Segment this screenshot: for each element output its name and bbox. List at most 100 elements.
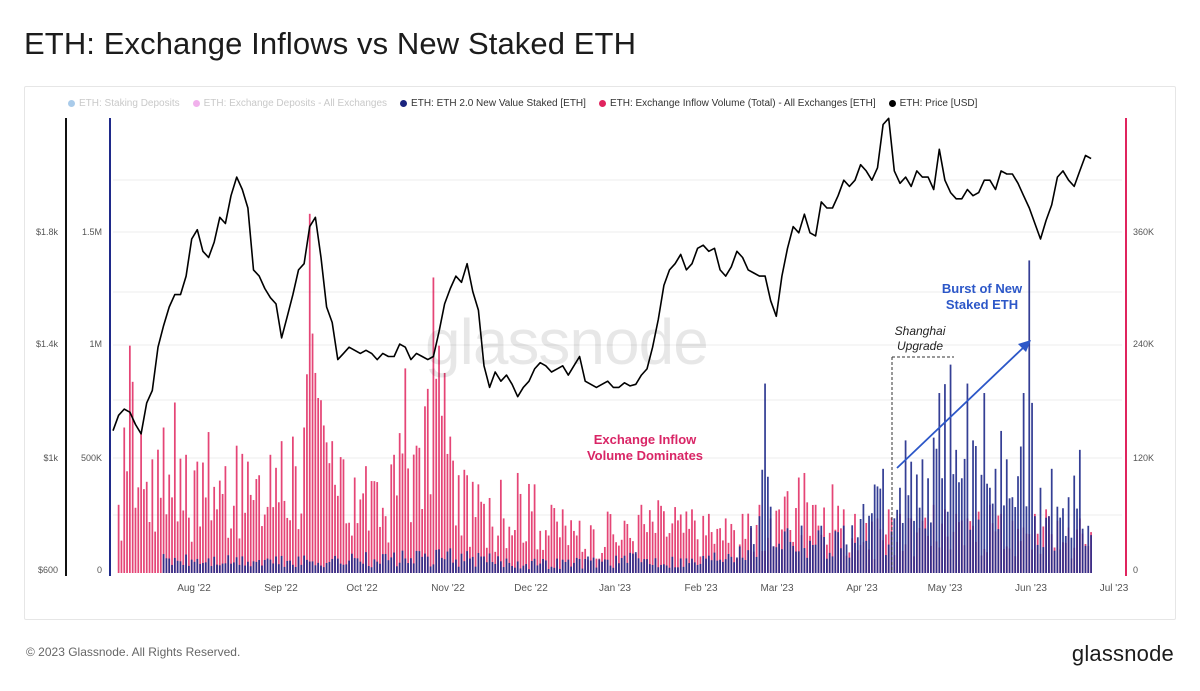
staked-bar (820, 525, 823, 573)
staked-bar (199, 563, 201, 573)
legend-item[interactable]: ETH: Price [USD] (888, 98, 977, 109)
inflow-bar (120, 540, 123, 573)
staked-bar (578, 558, 581, 573)
legend-item[interactable]: ETH: Staking Deposits (68, 98, 180, 109)
staked-bar (870, 513, 873, 573)
inflow-bar (463, 469, 466, 573)
legend-swatch-icon (888, 100, 896, 107)
staked-bar (960, 478, 963, 573)
staked-bar (440, 557, 443, 573)
staked-bar (646, 559, 648, 573)
inflow-bar (755, 524, 758, 573)
staked-bar (162, 554, 165, 573)
staked-bar (511, 566, 513, 573)
legend-item[interactable]: ETH: ETH 2.0 New Value Staked [ETH] (400, 98, 586, 109)
inflow-bar (255, 479, 258, 573)
inflow-bar (646, 532, 648, 573)
staked-bar (584, 559, 587, 573)
staked-bar (485, 562, 488, 573)
x-tick-label: Jan '23 (599, 583, 631, 594)
inflow-bar (885, 534, 887, 573)
staked-bar (615, 555, 617, 573)
staked-bar (499, 561, 502, 573)
staked-bar (955, 449, 958, 573)
inflow-bar (488, 497, 491, 573)
staked-bar (320, 565, 322, 573)
staked-bar (660, 564, 662, 573)
staked-bar (710, 560, 713, 573)
x-tick-label: Oct '22 (346, 583, 378, 594)
x-tick-label: Jun '23 (1015, 583, 1047, 594)
staked-bar (800, 525, 803, 573)
staked-bar (384, 553, 387, 573)
staked-bar (381, 554, 384, 573)
staked-bar (533, 558, 536, 573)
staked-bar (494, 563, 497, 573)
staked-bar (688, 563, 691, 573)
legend-item[interactable]: ETH: Exchange Inflow Volume (Total) - Al… (598, 98, 876, 109)
staked-bar (294, 566, 297, 573)
staked-bar (915, 474, 918, 573)
staked-bar (654, 558, 657, 573)
inflow-bar (733, 530, 736, 573)
annotation-shanghai-upgrade: Shanghai Upgrade (874, 324, 966, 354)
inflow-bar (117, 504, 120, 573)
staked-bar (677, 567, 679, 573)
staked-bar (983, 393, 986, 573)
inflow-bar (373, 481, 376, 573)
inflow-bar (491, 526, 494, 573)
annotation-burst-staked: Burst of New Staked ETH (920, 281, 1044, 313)
staked-bar (339, 563, 342, 573)
legend-swatch-icon (400, 100, 408, 107)
staked-bar (1090, 535, 1092, 573)
staked-bar (648, 564, 651, 573)
shanghai-marker-line (891, 356, 954, 573)
inflow-bar (238, 538, 241, 573)
staked-bar (651, 564, 654, 573)
staked-bar (404, 558, 407, 573)
inflow-bar (651, 521, 654, 573)
inflow-bar (379, 526, 381, 573)
inflow-bar (705, 535, 707, 573)
staked-bar (539, 563, 542, 573)
staked-bar (168, 558, 171, 573)
staked-bar (693, 562, 696, 573)
staked-bar (944, 384, 946, 573)
inflow-bar (747, 513, 750, 573)
trend-arrow-head-icon (1018, 340, 1031, 352)
staked-bar (1084, 545, 1087, 573)
legend-item[interactable]: ETH: Exchange Deposits - All Exchanges (192, 98, 387, 109)
price-tick-label: $1k (43, 453, 58, 463)
staked-bar (665, 565, 668, 573)
staked-bar (904, 440, 907, 573)
inflow-bar (508, 526, 511, 573)
inflow-bar (202, 462, 204, 573)
inflow-bar (362, 493, 365, 573)
staked-bar (587, 556, 589, 573)
staked-bar (778, 543, 780, 573)
inflow-bar (657, 500, 660, 573)
staked-bar (809, 540, 811, 573)
inflow-bar (331, 441, 334, 573)
inflow-bar (311, 333, 314, 573)
inflow-bar (691, 509, 693, 573)
annotation-line: Exchange Inflow (593, 432, 697, 447)
inflow-bar (663, 511, 665, 573)
staked-bar (612, 567, 615, 573)
inflow-bar (480, 501, 483, 573)
inflow-bar (404, 368, 407, 573)
staked-bar (311, 561, 314, 573)
staked-bar (730, 556, 733, 573)
staked-bar (826, 558, 828, 573)
staked-bar (261, 565, 263, 573)
staked-bar (421, 556, 424, 573)
staked-bar (991, 503, 994, 573)
inflow-bar (494, 551, 497, 573)
inflow-bar (207, 432, 210, 573)
staked-bar (452, 562, 454, 573)
staked-bar (722, 561, 724, 573)
staked-bar (277, 564, 280, 573)
staked-bar (379, 563, 381, 573)
staked-bar (1019, 446, 1022, 573)
staked-bar (418, 551, 421, 573)
